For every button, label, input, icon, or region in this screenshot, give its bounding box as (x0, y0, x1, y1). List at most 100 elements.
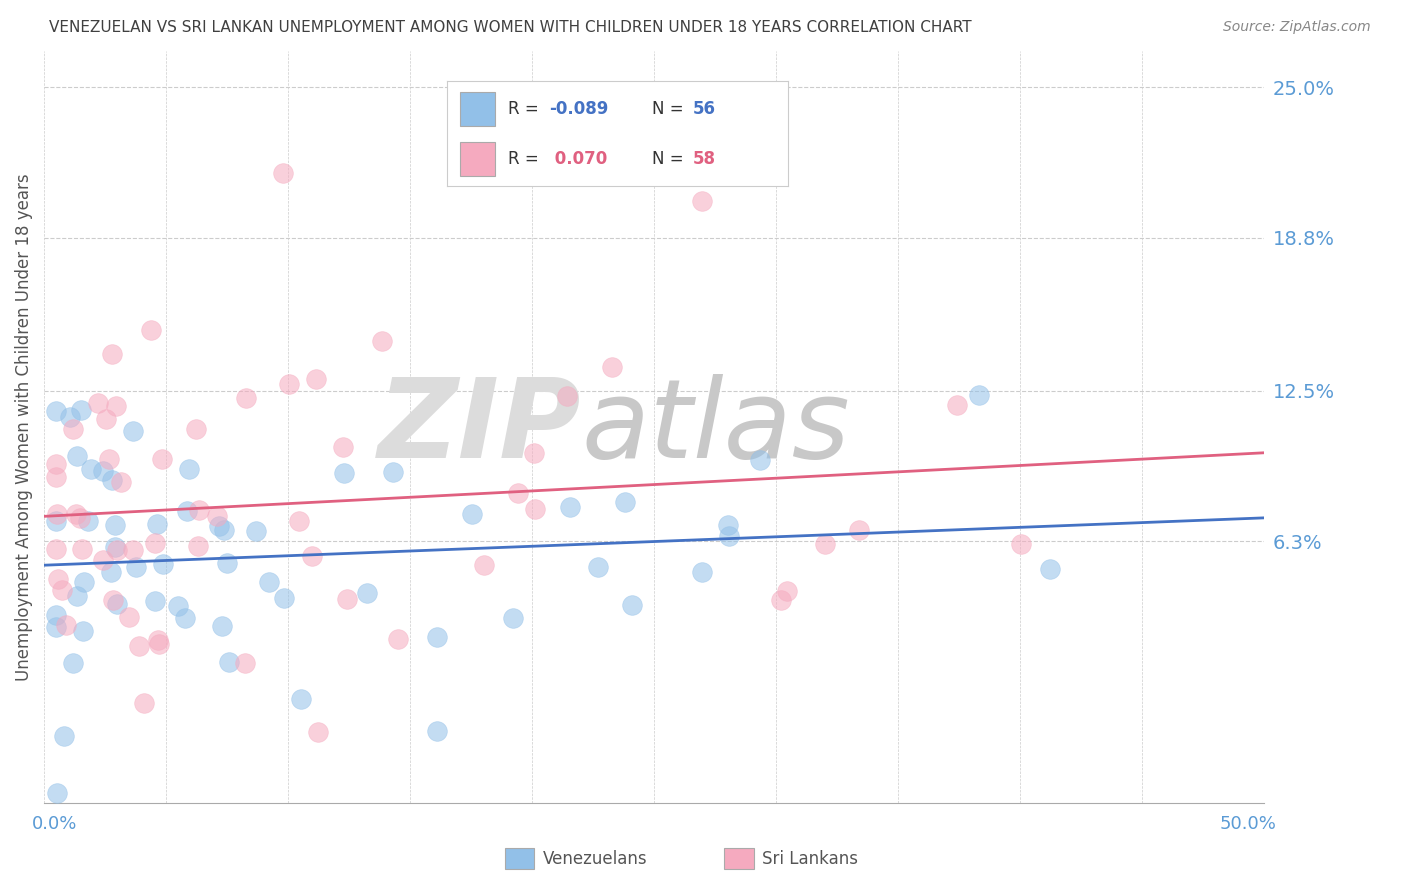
Text: atlas: atlas (581, 374, 849, 481)
Point (91, 464, 114, 478)
Point (62, 657, 84, 671)
Point (290, 692, 312, 706)
Point (45, 514, 67, 528)
Point (207, 508, 229, 523)
Point (245, 524, 267, 538)
Point (523, 446, 546, 460)
Point (769, 593, 792, 607)
Point (602, 360, 624, 375)
Point (690, 194, 713, 208)
Text: Source: ZipAtlas.com: Source: ZipAtlas.com (1223, 20, 1371, 34)
Point (128, 639, 150, 653)
Point (45, 541, 67, 556)
Point (105, 597, 128, 611)
Point (305, 372, 328, 386)
Point (502, 611, 524, 625)
Point (143, 536, 166, 550)
Point (233, 656, 256, 670)
Point (558, 500, 581, 515)
Point (749, 453, 772, 467)
Point (271, 166, 294, 180)
Point (69, 403, 91, 417)
Text: ZIP: ZIP (377, 374, 581, 481)
Point (143, 594, 166, 608)
Point (118, 610, 141, 624)
Point (208, 519, 231, 533)
Point (73, 575, 96, 590)
Point (387, 632, 409, 646)
Point (66, 589, 89, 603)
Point (211, 619, 233, 633)
Point (100, 565, 122, 579)
Point (967, 388, 990, 402)
Point (45, 457, 67, 471)
Point (215, 557, 238, 571)
Point (141, 323, 163, 337)
Point (176, 504, 198, 518)
Point (946, 398, 969, 412)
Point (333, 466, 356, 480)
Point (105, 399, 128, 413)
Point (1039, 561, 1062, 575)
Point (152, 557, 174, 571)
Point (46, 572, 69, 586)
Point (97, 452, 120, 467)
Point (814, 537, 837, 551)
Point (51, 582, 73, 597)
Point (101, 593, 124, 607)
Point (332, 440, 354, 454)
Point (121, 542, 143, 557)
Point (776, 583, 799, 598)
Point (46, 787, 69, 801)
Point (45, 607, 67, 622)
Point (105, 543, 128, 558)
Text: VENEZUELAN VS SRI LANKAN UNEMPLOYMENT AMONG WOMEN WITH CHILDREN UNDER 18 YEARS C: VENEZUELAN VS SRI LANKAN UNEMPLOYMENT AM… (49, 20, 972, 35)
Point (371, 334, 394, 349)
Point (588, 560, 610, 574)
Point (96, 411, 118, 425)
Point (104, 517, 127, 532)
Point (186, 422, 208, 436)
Point (506, 486, 529, 500)
Point (45, 404, 67, 418)
Point (717, 518, 740, 533)
Point (257, 574, 280, 589)
Point (87, 396, 110, 410)
Point (100, 347, 122, 361)
Point (426, 630, 449, 644)
Point (187, 539, 209, 553)
Point (55, 618, 77, 632)
Point (278, 377, 301, 392)
Point (336, 592, 359, 607)
Point (45, 470, 67, 484)
Point (122, 425, 145, 439)
Point (53, 729, 76, 743)
Point (187, 502, 209, 516)
Point (76, 514, 98, 528)
Point (174, 610, 197, 624)
Point (301, 549, 323, 564)
Point (132, 696, 155, 710)
Point (72, 624, 94, 638)
Point (125, 559, 148, 574)
Point (460, 507, 482, 521)
Point (288, 514, 311, 528)
Text: 50.0%: 50.0% (1219, 815, 1277, 833)
Point (1010, 537, 1032, 551)
Point (426, 724, 449, 739)
Point (93, 553, 115, 567)
Point (472, 558, 495, 572)
Point (179, 462, 201, 476)
Point (356, 586, 378, 600)
Point (110, 475, 132, 489)
Point (100, 474, 122, 488)
Point (45, 620, 67, 634)
Point (235, 392, 257, 406)
Point (80, 461, 103, 475)
Point (65, 507, 87, 521)
Text: 0.0%: 0.0% (32, 815, 77, 833)
Point (620, 598, 643, 612)
Point (524, 502, 547, 516)
Point (613, 494, 636, 508)
Point (62, 421, 84, 435)
